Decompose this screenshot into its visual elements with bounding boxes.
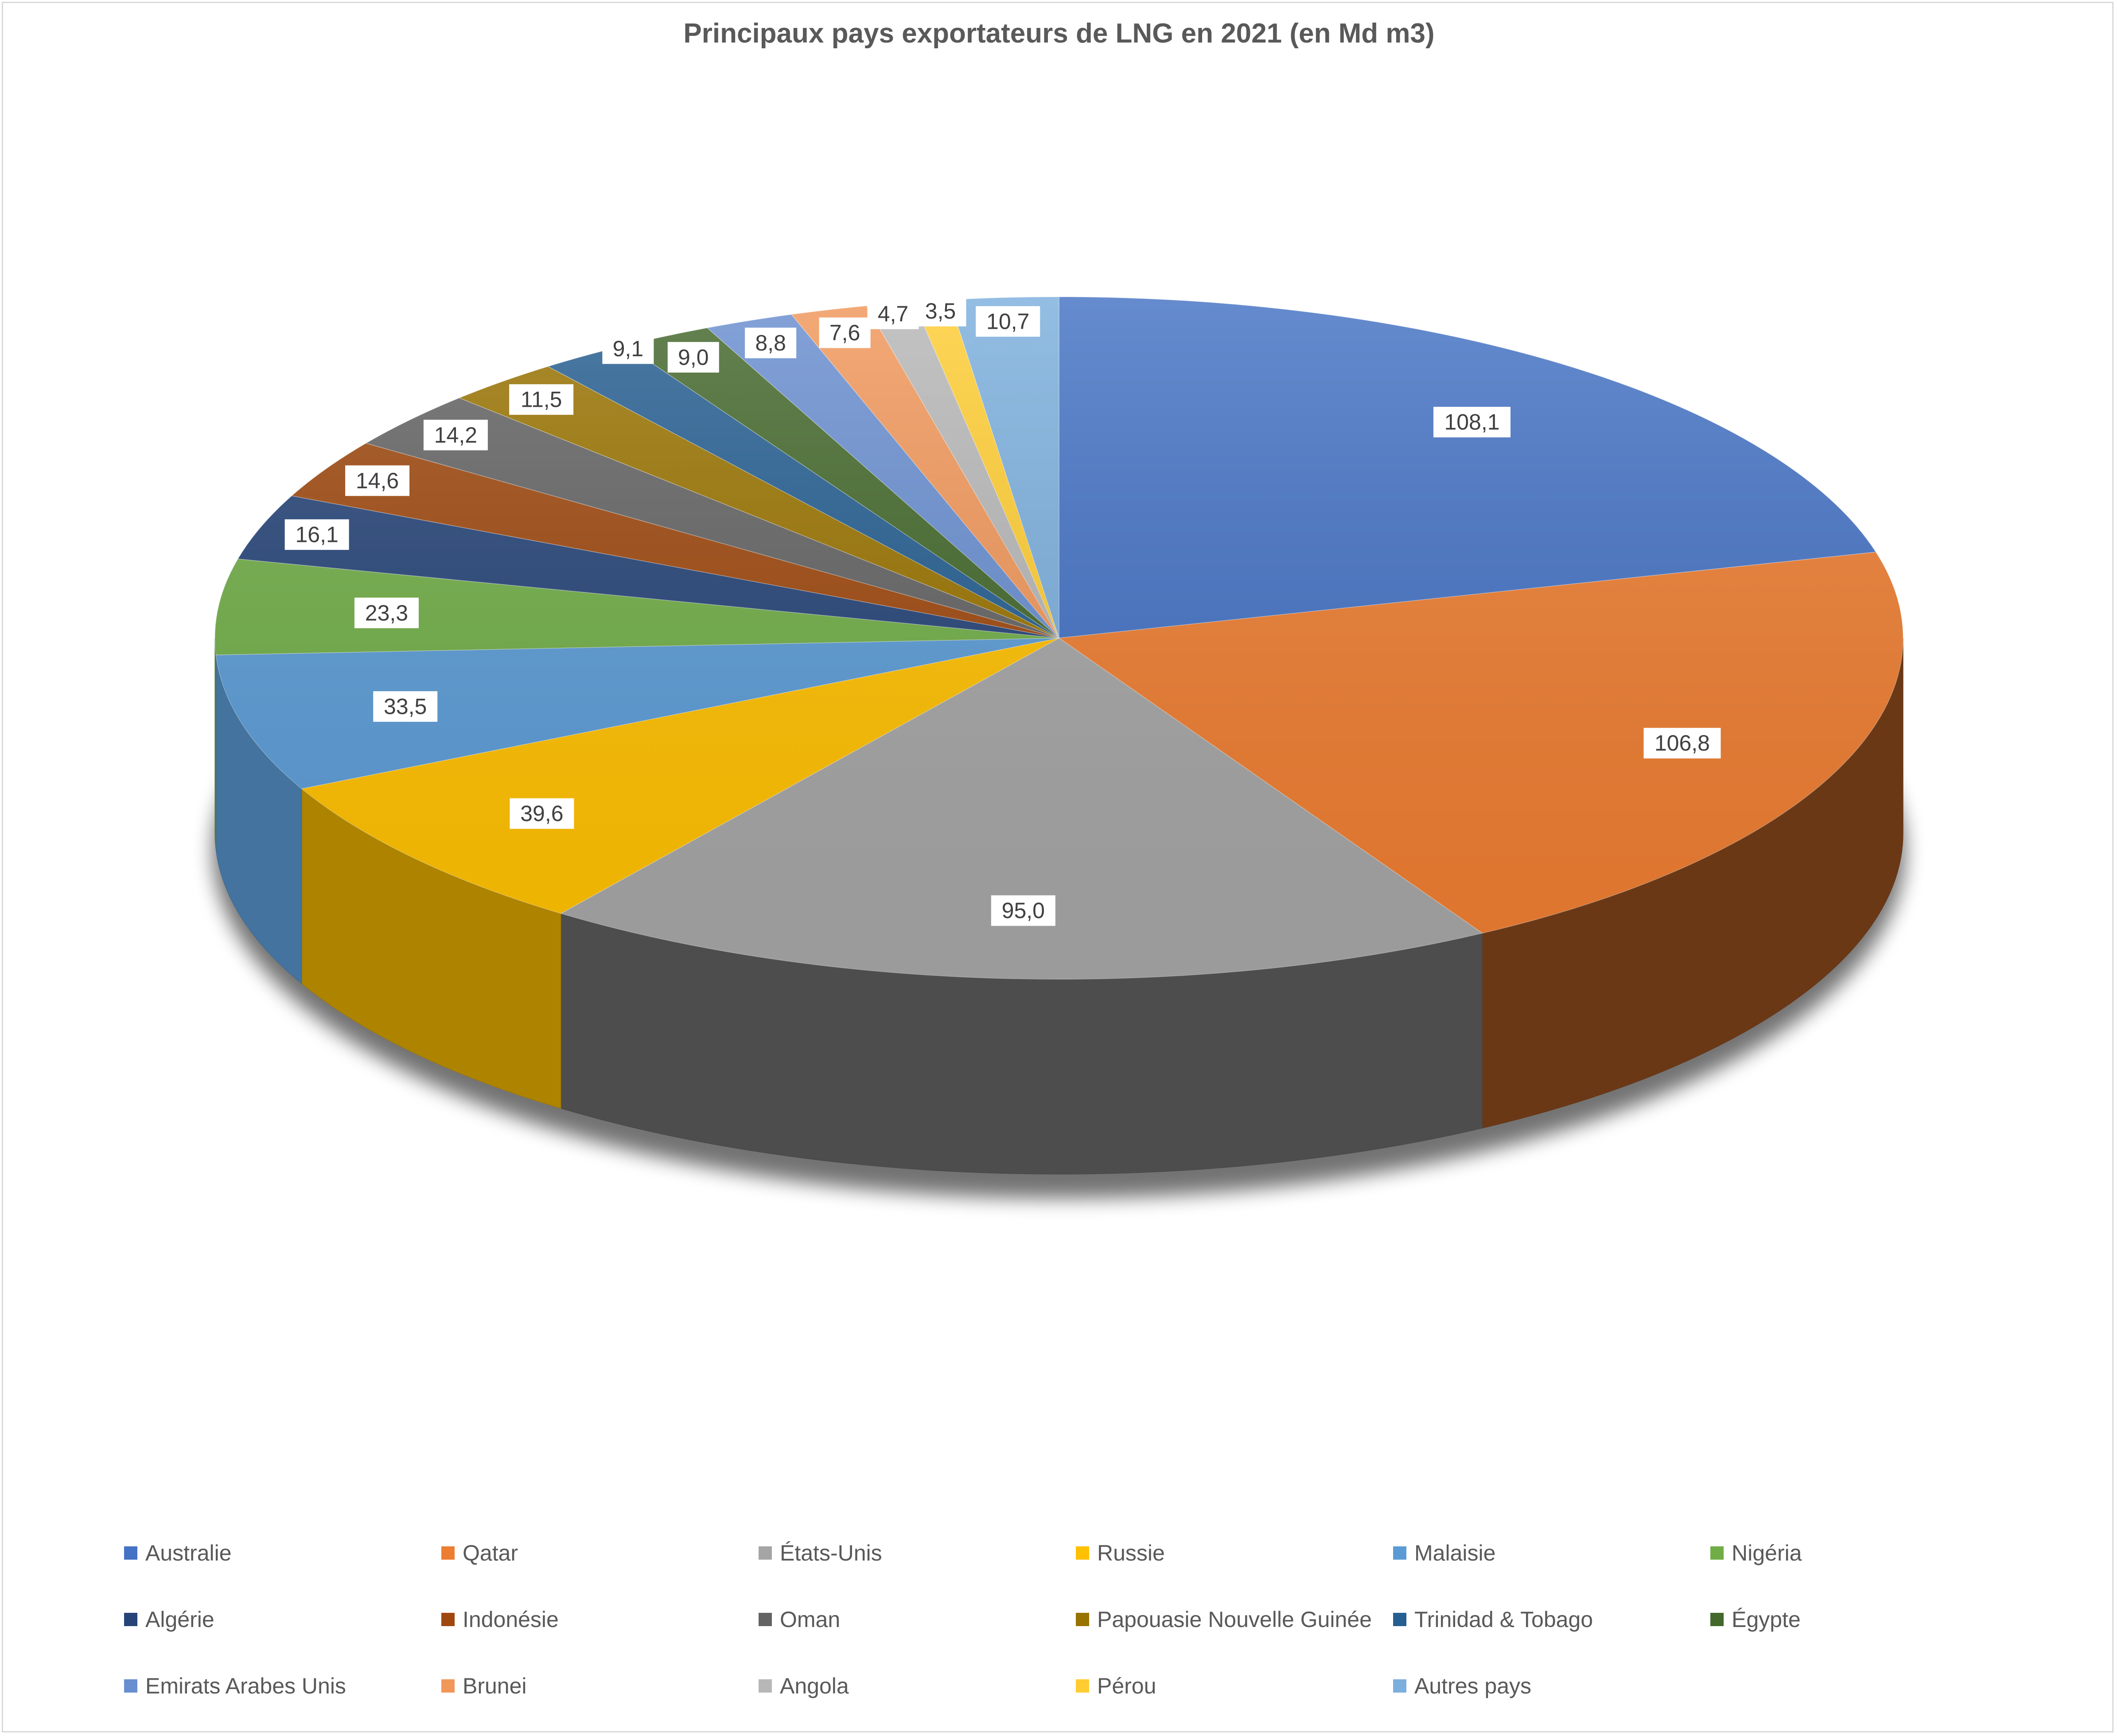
legend-item-oman: Oman <box>759 1602 1076 1637</box>
legend-swatch <box>1076 1546 1089 1560</box>
svg-text:14,6: 14,6 <box>356 468 399 493</box>
legend-swatch <box>1393 1679 1406 1693</box>
svg-text:106,8: 106,8 <box>1655 731 1710 755</box>
legend-swatch <box>1076 1679 1089 1693</box>
svg-text:108,1: 108,1 <box>1444 410 1499 435</box>
legend-label: Nigéria <box>1732 1541 1802 1565</box>
svg-text:9,1: 9,1 <box>613 336 644 361</box>
legend-swatch <box>1710 1546 1724 1560</box>
svg-text:95,0: 95,0 <box>1002 898 1045 923</box>
legend-item-etats-unis: États-Unis <box>759 1535 1076 1571</box>
legend-label: Oman <box>780 1607 841 1632</box>
legend-item-qatar: Qatar <box>441 1535 759 1571</box>
legend-label: Emirats Arabes Unis <box>145 1674 346 1698</box>
legend-swatch <box>759 1679 772 1693</box>
data-label-nigeria: 23,3 <box>354 597 419 628</box>
legend-item-algerie: Algérie <box>124 1602 441 1637</box>
legend-label: Trinidad & Tobago <box>1414 1607 1593 1632</box>
legend-label: États-Unis <box>780 1541 882 1565</box>
data-label-algerie: 16,1 <box>284 519 349 550</box>
legend-swatch <box>441 1679 455 1693</box>
legend-swatch <box>124 1613 137 1626</box>
legend: Australie Qatar États-Unis Russie Malaisie Ni… <box>124 1535 2029 1704</box>
legend-label: Égypte <box>1732 1607 1801 1632</box>
legend-swatch <box>1076 1613 1089 1626</box>
svg-text:3,5: 3,5 <box>925 299 956 323</box>
data-label-papouasie-nouvelle-guinee: 11,5 <box>509 384 574 415</box>
legend-swatch <box>1393 1546 1406 1560</box>
data-label-egypte: 9,0 <box>667 342 719 373</box>
legend-item-papouasie-nouvelle-guinee: Papouasie Nouvelle Guinée <box>1076 1602 1393 1637</box>
legend-item-emirats-arabes-unis: Emirats Arabes Unis <box>124 1668 441 1704</box>
legend-swatch <box>1710 1613 1724 1626</box>
svg-text:33,5: 33,5 <box>384 694 427 719</box>
data-label-etats-unis: 95,0 <box>991 895 1055 926</box>
legend-label: Autres pays <box>1414 1674 1532 1698</box>
svg-text:23,3: 23,3 <box>365 600 408 625</box>
legend-item-malaisie: Malaisie <box>1393 1535 1710 1571</box>
svg-text:11,5: 11,5 <box>521 387 562 412</box>
legend-label: Qatar <box>463 1541 518 1565</box>
svg-text:10,7: 10,7 <box>986 309 1029 334</box>
legend-item-egypte: Égypte <box>1710 1602 2028 1637</box>
legend-item-angola: Angola <box>759 1668 1076 1704</box>
legend-swatch <box>441 1546 455 1560</box>
data-label-oman: 14,2 <box>423 420 488 451</box>
legend-label: Angola <box>780 1674 849 1698</box>
legend-label: Algérie <box>145 1607 214 1632</box>
legend-item-australie: Australie <box>124 1535 441 1571</box>
legend-item-russie: Russie <box>1076 1535 1393 1571</box>
svg-text:4,7: 4,7 <box>878 301 909 326</box>
svg-text:7,6: 7,6 <box>829 320 860 345</box>
data-label-autres-pays: 10,7 <box>976 306 1040 337</box>
legend-item-perou: Pérou <box>1076 1668 1393 1704</box>
legend-item-indonesie: Indonésie <box>441 1602 759 1637</box>
legend-swatch <box>759 1613 772 1626</box>
pie-side-nigeria <box>214 638 216 850</box>
data-label-angola: 4,7 <box>867 298 919 329</box>
svg-text:8,8: 8,8 <box>755 331 786 355</box>
data-label-qatar: 106,8 <box>1643 728 1721 759</box>
legend-label: Indonésie <box>463 1607 559 1632</box>
chart-title: Principaux pays exportateurs de LNG en 2… <box>683 18 1435 49</box>
legend-item-trinidad-tobago: Trinidad & Tobago <box>1393 1602 1710 1637</box>
data-label-malaisie: 33,5 <box>373 691 438 722</box>
legend-swatch <box>124 1679 137 1693</box>
data-label-perou: 3,5 <box>915 296 966 327</box>
legend-item-nigeria: Nigéria <box>1710 1535 2028 1571</box>
legend-label: Russie <box>1097 1541 1165 1565</box>
data-label-indonesie: 14,6 <box>345 465 410 496</box>
legend-item-autres-pays: Autres pays <box>1393 1668 1710 1704</box>
svg-text:39,6: 39,6 <box>520 801 563 826</box>
svg-text:16,1: 16,1 <box>295 522 338 547</box>
legend-swatch <box>759 1546 772 1560</box>
legend-label: Brunei <box>463 1674 527 1698</box>
data-label-emirats-arabes-unis: 8,8 <box>745 327 797 358</box>
data-label-australie: 108,1 <box>1433 407 1511 438</box>
legend-item-brunei: Brunei <box>441 1668 759 1704</box>
legend-label: Malaisie <box>1414 1541 1496 1565</box>
svg-text:9,0: 9,0 <box>678 345 709 370</box>
legend-label: Australie <box>145 1541 232 1565</box>
legend-swatch <box>124 1546 137 1560</box>
legend-swatch <box>441 1613 455 1626</box>
legend-swatch <box>1393 1613 1406 1626</box>
svg-text:14,2: 14,2 <box>434 423 477 448</box>
data-label-trinidad-tobago: 9,1 <box>602 333 654 364</box>
data-label-russie: 39,6 <box>510 798 574 829</box>
legend-label: Pérou <box>1097 1674 1156 1698</box>
data-label-brunei: 7,6 <box>819 317 871 348</box>
legend-label: Papouasie Nouvelle Guinée <box>1097 1607 1372 1632</box>
